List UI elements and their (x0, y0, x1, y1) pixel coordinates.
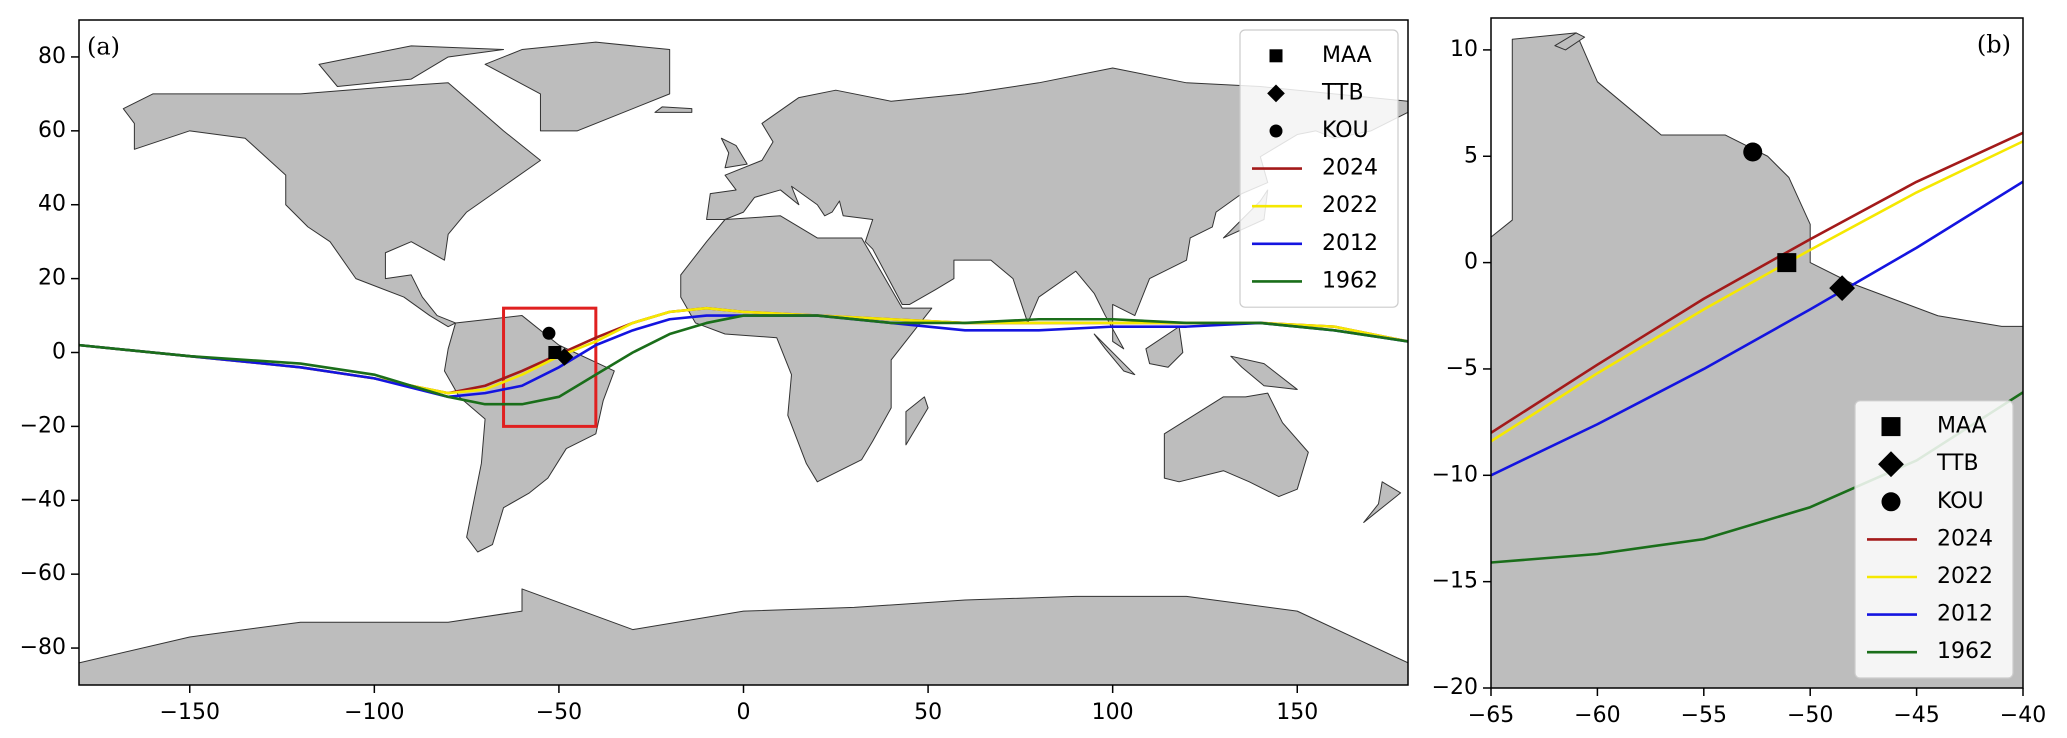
y-tick-label: 80 (38, 44, 66, 69)
x-tick-label: 50 (914, 700, 942, 725)
marker-circle (1269, 124, 1283, 138)
y-tick-label: 10 (1450, 37, 1478, 62)
legend-label: MAA (1937, 414, 1987, 439)
legend-label: TTB (1321, 80, 1364, 105)
x-tick-label: −65 (1468, 703, 1514, 728)
y-tick-label: −40 (20, 487, 66, 512)
legend-label: 2022 (1322, 193, 1378, 218)
legend-label: TTB (1936, 451, 1979, 476)
series-line (79, 314, 1408, 406)
legend-label: 2012 (1322, 231, 1378, 256)
highlight-box (502, 306, 598, 428)
legend-frame (1239, 29, 1399, 308)
marker-square (1881, 417, 1901, 437)
panel-label: (a) (87, 33, 120, 61)
x-tick-label: −50 (1787, 703, 1833, 728)
x-tick-label: −40 (2000, 703, 2046, 728)
legend-label: 1962 (1322, 268, 1378, 293)
marker-circle (542, 326, 556, 340)
legend-label: KOU (1322, 118, 1369, 143)
legend: MAA TTB KOU 2024 2022 2012 1962 (1239, 29, 1399, 308)
x-tick-label: −60 (1574, 703, 1620, 728)
marker-circle (1743, 142, 1763, 162)
legend-label: KOU (1937, 489, 1984, 514)
x-tick-label: −100 (344, 700, 404, 725)
series-line (1491, 140, 2023, 443)
marker-diamond (1267, 84, 1285, 103)
y-tick-label: 40 (38, 192, 66, 217)
x-tick-label: −55 (1681, 703, 1727, 728)
axes-frame (1490, 17, 2024, 689)
y-tick-label: 0 (1464, 250, 1478, 275)
legend-label: 1962 (1937, 639, 1993, 664)
series-line (1491, 180, 2023, 477)
marker-circle (1881, 492, 1901, 512)
legend-label: 2024 (1937, 526, 1993, 551)
marker-diamond (1829, 275, 1856, 302)
series-line (1491, 131, 2023, 434)
series-line (79, 314, 1408, 399)
x-tick-label: −45 (1893, 703, 1939, 728)
marker-square (1777, 253, 1797, 273)
y-tick-label: −5 (1446, 356, 1478, 381)
legend-label: 2012 (1937, 602, 1993, 627)
legend-label: 2024 (1322, 156, 1378, 181)
legend-label: 2022 (1937, 564, 1993, 589)
y-tick-label: −20 (20, 413, 66, 438)
map-a (79, 42, 1408, 685)
y-tick-label: −10 (1432, 462, 1478, 487)
land (79, 42, 1408, 685)
x-tick-label: −150 (160, 700, 220, 725)
x-tick-label: 100 (1092, 700, 1134, 725)
marker-diamond (555, 348, 574, 366)
legend-label: MAA (1322, 43, 1372, 68)
y-tick-label: 60 (38, 118, 66, 143)
y-tick-label: −15 (1432, 569, 1478, 594)
y-tick-label: −20 (1432, 675, 1478, 700)
legend: MAA TTB KOU 2024 2022 2012 1962 (1854, 400, 2014, 679)
y-tick-label: −80 (20, 635, 66, 660)
marker-diamond (1878, 451, 1904, 478)
y-tick-label: −60 (20, 561, 66, 586)
y-tick-label: 0 (52, 340, 66, 365)
x-tick-label: 150 (1276, 700, 1318, 725)
panel-label: (b) (1977, 31, 2011, 59)
marker-square (1269, 49, 1283, 63)
x-tick-label: 0 (737, 700, 751, 725)
y-tick-label: 20 (38, 266, 66, 291)
x-tick-label: −50 (536, 700, 582, 725)
y-tick-label: 5 (1464, 143, 1478, 168)
